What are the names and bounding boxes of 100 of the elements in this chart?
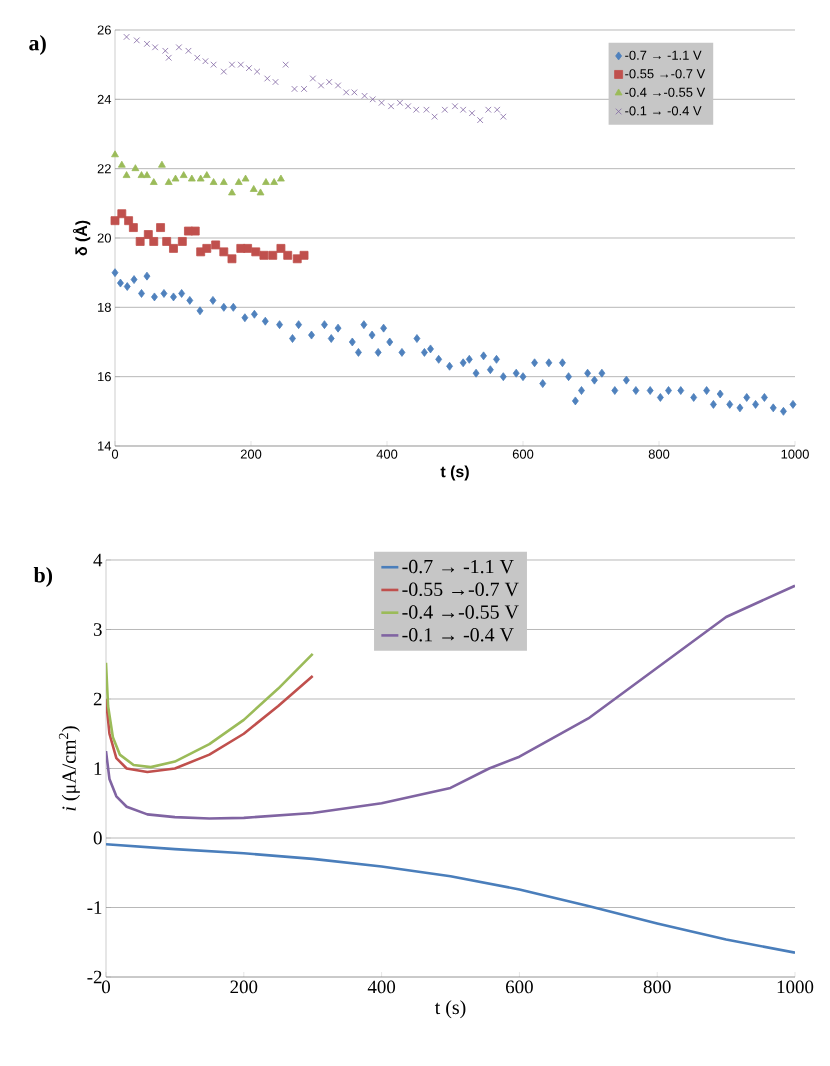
point — [268, 250, 278, 260]
point — [177, 237, 187, 246]
y-tick-label: 14 — [98, 441, 112, 451]
legend-label: -0.55 →-0.7 V — [402, 582, 519, 597]
point — [237, 61, 245, 68]
point — [291, 85, 298, 93]
point — [143, 230, 153, 239]
x-tick-label: 800 — [648, 449, 670, 459]
point — [131, 164, 140, 172]
point — [179, 171, 188, 178]
point — [190, 226, 200, 236]
point — [194, 54, 201, 61]
y-tick-label: 0 — [93, 831, 102, 845]
point — [143, 40, 151, 48]
x-axis-title: t (s) — [434, 1000, 466, 1019]
point — [317, 82, 325, 89]
point — [164, 178, 173, 185]
point — [387, 103, 395, 110]
x-tick-label: 1000 — [777, 980, 814, 994]
point — [202, 171, 211, 178]
point — [259, 250, 269, 260]
point — [220, 68, 228, 75]
legend-label: -0.7 → -1.1 V — [402, 559, 514, 574]
point — [227, 254, 237, 264]
point — [283, 250, 293, 260]
point — [243, 243, 252, 253]
point — [151, 44, 159, 51]
point — [253, 68, 261, 75]
point — [162, 47, 169, 55]
x-tick-label: 800 — [643, 980, 671, 994]
point — [468, 109, 476, 117]
x-tick-label: 600 — [506, 980, 533, 994]
x-axis-title: t (s) — [440, 465, 469, 481]
point — [122, 171, 131, 178]
point — [493, 106, 501, 113]
point — [187, 174, 196, 182]
point — [149, 178, 158, 185]
point — [162, 237, 172, 246]
y-tick-label: -1 — [87, 901, 102, 914]
line-series — [106, 652, 314, 769]
legend-label: -0.1 → -0.4 V — [625, 106, 702, 116]
point — [171, 174, 180, 182]
point — [169, 243, 178, 253]
point — [256, 188, 265, 196]
x-tick-label: 600 — [512, 449, 534, 459]
point — [272, 78, 279, 86]
point — [202, 243, 212, 253]
point — [219, 247, 229, 257]
legend-label: -0.4 →-0.55 V — [625, 87, 706, 97]
y-tick-label: 16 — [98, 372, 111, 382]
point — [210, 61, 217, 68]
point — [165, 54, 172, 61]
point — [156, 223, 165, 232]
point — [277, 174, 285, 182]
point — [209, 178, 218, 185]
point — [459, 106, 467, 113]
y-tick-label: 26 — [97, 25, 111, 35]
chart-title: a) — [29, 35, 46, 55]
point — [196, 174, 205, 182]
point — [262, 178, 270, 185]
point — [500, 113, 507, 120]
point — [158, 160, 166, 168]
point — [361, 92, 368, 100]
y-axis-title: i (μA/cm$^{2}$) — [58, 726, 80, 811]
point — [251, 247, 261, 257]
y-tick-label: 2 — [93, 692, 102, 706]
point — [234, 178, 243, 185]
point — [185, 47, 192, 55]
point — [149, 237, 159, 246]
y-tick-label: 20 — [97, 233, 111, 243]
point — [245, 64, 253, 72]
point — [135, 237, 145, 246]
point — [423, 106, 430, 113]
point — [211, 240, 221, 250]
point — [133, 37, 140, 44]
legend-label: -0.4 →-0.55 V — [402, 605, 519, 619]
point — [309, 75, 317, 82]
point — [143, 171, 151, 178]
legend-label: -0.55 →-0.7 V — [625, 69, 706, 79]
point — [396, 99, 404, 107]
point — [404, 103, 412, 110]
x-tick-label: 200 — [240, 449, 262, 459]
point — [282, 61, 289, 68]
y-tick-label: 24 — [97, 94, 112, 104]
point — [264, 75, 271, 82]
legend-label: -0.7 → -1.1 V — [625, 50, 702, 60]
point — [485, 106, 492, 113]
y-tick-label: 4 — [93, 553, 103, 567]
point — [413, 106, 420, 113]
legend-label: -0.1 → -0.4 V — [402, 628, 514, 642]
y-tick-label: 3 — [93, 623, 102, 636]
y-tick-label: 1 — [94, 762, 102, 775]
point — [175, 44, 183, 51]
point — [249, 185, 258, 192]
point — [241, 174, 250, 182]
y-tick-label: -2 — [87, 970, 102, 984]
x-tick-label: 1000 — [781, 449, 809, 459]
point — [451, 103, 459, 110]
y-axis-title: δ (Å) — [72, 220, 91, 256]
point — [123, 33, 130, 41]
